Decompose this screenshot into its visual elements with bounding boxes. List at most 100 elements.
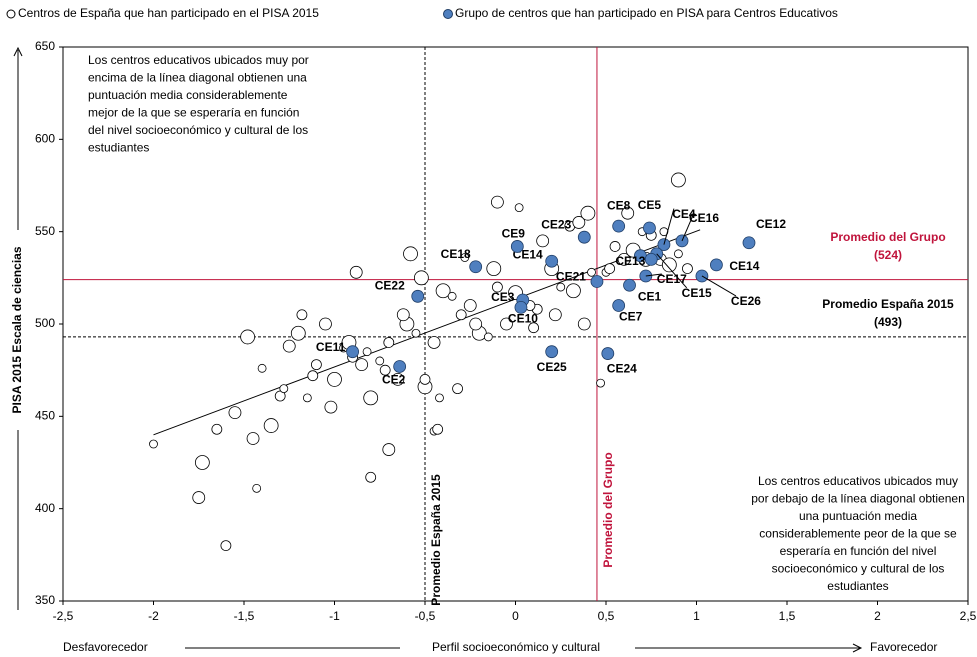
ce-point: [643, 221, 656, 235]
point: [263, 418, 279, 433]
point: [674, 249, 683, 259]
reference-label: Promedio del Grupo: [830, 230, 945, 244]
legend-swatch: [6, 9, 16, 19]
reference-label: Promedio España 2015: [429, 474, 443, 606]
point-label: CE13: [615, 254, 645, 268]
annotation: mejor de la que se esperaría en función: [88, 106, 299, 120]
point: [240, 329, 256, 345]
point: [365, 471, 377, 483]
y-axis-title: PISA 2015 Escala de ciencias: [10, 246, 24, 413]
point: [491, 281, 503, 293]
annotation: Los centros educativos ubicados muy por: [88, 53, 309, 67]
point: [411, 328, 421, 338]
point: [257, 363, 267, 373]
point: [460, 253, 470, 262]
point: [427, 336, 441, 349]
point: [596, 378, 605, 388]
x-tick-label: 1: [693, 609, 700, 623]
point-label: CE23: [541, 217, 571, 231]
point: [486, 261, 502, 277]
point: [609, 241, 621, 252]
point: [682, 263, 693, 275]
point-label: CE26: [731, 294, 761, 308]
point: [319, 317, 332, 331]
point: [228, 406, 242, 420]
ce-point: [346, 345, 360, 359]
y-tick-label: 600: [35, 132, 55, 146]
point-label: CE7: [619, 310, 643, 324]
point: [536, 234, 550, 248]
annotation: puntuación media considerablemente: [88, 88, 288, 102]
point-label: CE9: [502, 227, 526, 241]
point: [296, 309, 308, 321]
point: [556, 282, 566, 292]
annotation: por debajo de la línea diagonal obtienen: [751, 492, 965, 506]
point: [566, 283, 581, 299]
point: [246, 432, 260, 445]
y-tick-label: 500: [35, 316, 55, 330]
x-tick-label: -0,5: [415, 609, 436, 623]
point-label: CE11: [316, 340, 346, 354]
point-label: CE1: [638, 289, 662, 303]
point: [149, 439, 158, 449]
annotation: estudiantes: [827, 579, 888, 593]
point: [391, 372, 405, 386]
point: [310, 359, 322, 371]
x-tick-label: 0,5: [598, 609, 615, 623]
y-tick-label: 400: [35, 501, 55, 515]
point: [671, 172, 686, 188]
point: [379, 364, 391, 376]
point: [375, 356, 385, 366]
point: [382, 443, 396, 456]
ce-point: [742, 236, 756, 250]
point: [396, 308, 410, 322]
leader-line: [656, 253, 688, 289]
point: [403, 246, 418, 262]
ce-point: [601, 347, 615, 360]
x-right-label: Favorecedor: [870, 640, 937, 654]
point-label: CE15: [682, 286, 712, 300]
x-tick-label: -2,5: [53, 609, 74, 623]
point: [604, 263, 616, 275]
point: [194, 455, 210, 470]
point: [447, 291, 457, 301]
ce-point: [590, 275, 604, 288]
point: [483, 332, 493, 342]
y-tick-label: 650: [35, 39, 55, 53]
point: [432, 423, 444, 435]
point: [383, 337, 395, 348]
point: [349, 265, 363, 279]
x-tick-label: 2,5: [960, 609, 977, 623]
point-label: CE16: [689, 211, 719, 225]
point: [572, 216, 586, 229]
annotation: encima de la línea diagonal obtienen una: [88, 71, 307, 85]
point: [455, 309, 467, 321]
point-label: CE21: [556, 270, 586, 284]
x-tick-label: 1,5: [779, 609, 796, 623]
point: [362, 347, 372, 357]
y-tick-label: 550: [35, 224, 55, 238]
x-tick-label: 2: [874, 609, 881, 623]
leader-line: [681, 212, 695, 242]
ce-point: [469, 260, 483, 274]
point: [435, 393, 444, 403]
leader-line: [663, 208, 675, 245]
annotation: estudiantes: [88, 141, 149, 155]
point-label: CE12: [756, 217, 786, 231]
point-label: CE2: [382, 373, 406, 387]
point: [211, 423, 223, 435]
ce-point: [644, 252, 658, 266]
point: [252, 483, 262, 493]
reference-label: Promedio del Grupo: [601, 452, 615, 567]
point: [577, 317, 591, 331]
reference-value: (524): [874, 248, 902, 262]
axis-arrow: [852, 643, 863, 653]
point: [435, 283, 451, 299]
point: [290, 325, 306, 341]
ce-point: [514, 300, 528, 314]
point: [500, 317, 513, 331]
legend-label: Grupo de centros que han participado en …: [455, 6, 838, 20]
x-tick-label: 0: [512, 609, 519, 623]
reference-label: Promedio España 2015: [822, 297, 954, 311]
point: [452, 383, 463, 395]
